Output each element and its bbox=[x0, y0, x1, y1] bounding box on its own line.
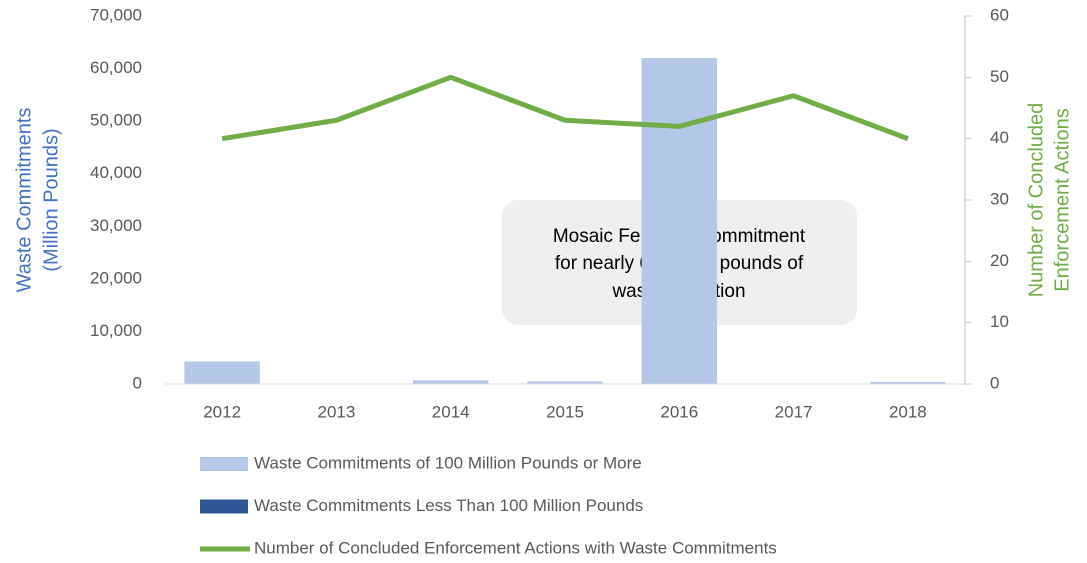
x-tick-label: 2015 bbox=[546, 402, 584, 421]
y2-axis-title: Enforcement Actions bbox=[1051, 108, 1073, 291]
y-axis-title: (Million Pounds) bbox=[40, 128, 62, 271]
y2-tick-label: 0 bbox=[990, 373, 999, 392]
y2-tick-label: 50 bbox=[990, 67, 1009, 86]
bar bbox=[413, 380, 489, 384]
legend-swatch bbox=[200, 457, 248, 471]
y-tick-label: 20,000 bbox=[90, 268, 142, 287]
x-tick-label: 2012 bbox=[203, 402, 241, 421]
y-tick-label: 0 bbox=[133, 373, 142, 392]
x-tick-label: 2018 bbox=[889, 402, 927, 421]
legend-label: Waste Commitments Less Than 100 Million … bbox=[254, 496, 643, 515]
bar bbox=[527, 381, 603, 384]
y-tick-label: 30,000 bbox=[90, 216, 142, 235]
y-tick-label: 10,000 bbox=[90, 321, 142, 340]
y2-tick-label: 40 bbox=[990, 128, 1009, 147]
x-tick-label: 2014 bbox=[432, 402, 470, 421]
bar bbox=[870, 381, 946, 384]
x-tick-label: 2017 bbox=[775, 402, 813, 421]
legend-swatch bbox=[200, 499, 248, 514]
y-axis-title: Waste Commitments bbox=[13, 108, 35, 293]
x-tick-label: 2013 bbox=[318, 402, 356, 421]
y-tick-label: 60,000 bbox=[90, 58, 142, 77]
line bbox=[221, 74, 909, 142]
y2-tick-label: 30 bbox=[990, 189, 1009, 208]
bar bbox=[184, 361, 260, 384]
y-tick-label: 70,000 bbox=[90, 5, 142, 24]
y2-tick-label: 20 bbox=[990, 251, 1009, 270]
y2-axis-title: Number of Concluded bbox=[1025, 103, 1047, 298]
bar bbox=[641, 58, 717, 385]
y-tick-label: 40,000 bbox=[90, 163, 142, 182]
legend-label: Waste Commitments of 100 Million Pounds … bbox=[254, 453, 642, 472]
y2-tick-label: 60 bbox=[990, 5, 1009, 24]
x-tick-label: 2016 bbox=[660, 402, 698, 421]
y-tick-label: 50,000 bbox=[90, 111, 142, 130]
legend-label: Number of Concluded Enforcement Actions … bbox=[254, 538, 777, 557]
y2-tick-label: 10 bbox=[990, 312, 1009, 331]
